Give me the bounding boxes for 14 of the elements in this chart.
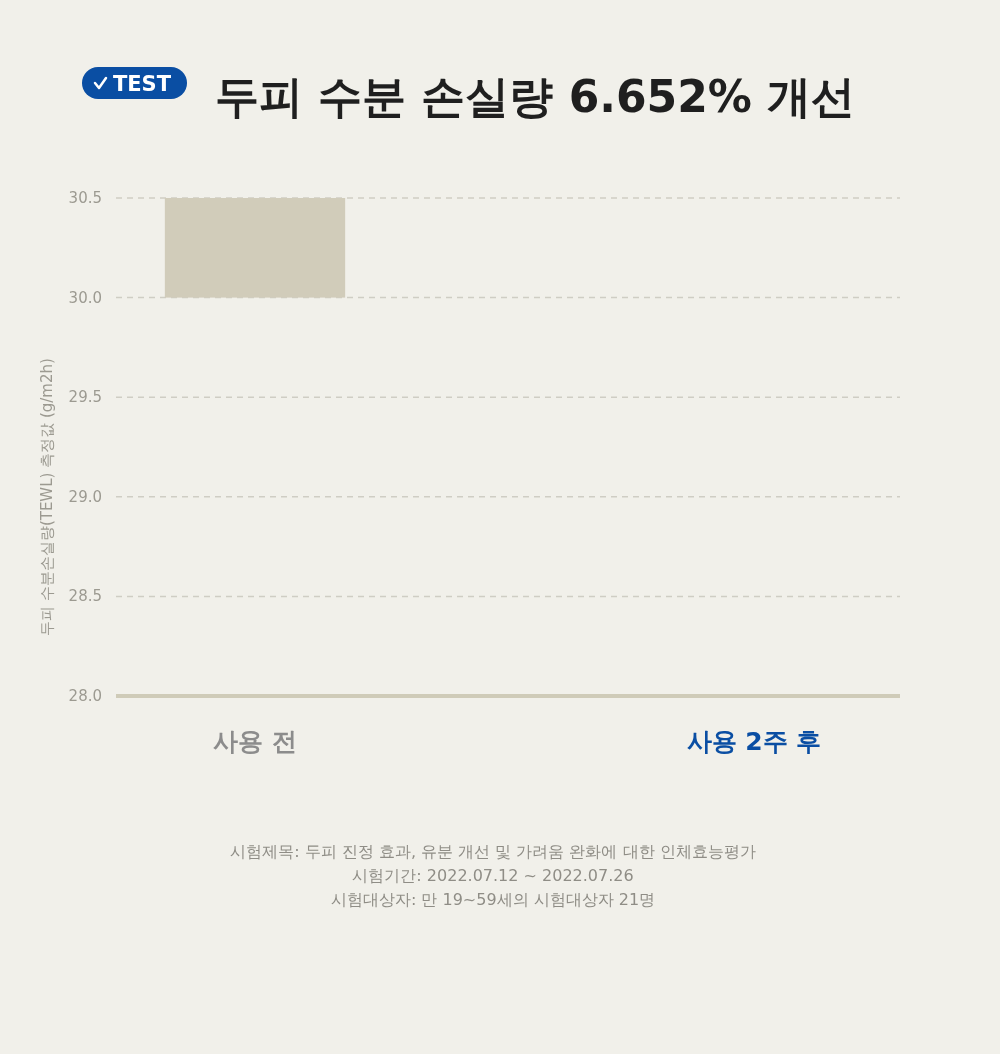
y-tick-label: 28.5 [68,587,102,606]
badge: TEST [82,67,187,99]
x-tick-label: 사용 전 [213,727,297,756]
y-axis-title: 두피 수분손실량(TEWL) 측정값 (g/m2h) [38,358,56,636]
text: 시험대상자: 만 19~59세의 시험대상자 21명 [330,890,656,909]
y-tick-label: 28.0 [68,687,102,705]
y-tick-label: 30.5 [68,189,102,207]
y-tick-label: 30.0 [68,288,102,307]
text: 시험기간: 2022.07.12 ~ 2022.07.26 [352,866,634,885]
x-tick-label: 사용 2주 후 [686,727,822,756]
y-tick-label: 29.0 [68,487,102,506]
chart-title: 두피 수분 손실량 6.652% 개선 [214,71,856,122]
text: 시험제목: 두피 진정 효과, 유분 개선 및 가려움 완화에 대한 인체효능평가 [230,842,756,861]
y-tick-label: 29.5 [68,388,102,407]
